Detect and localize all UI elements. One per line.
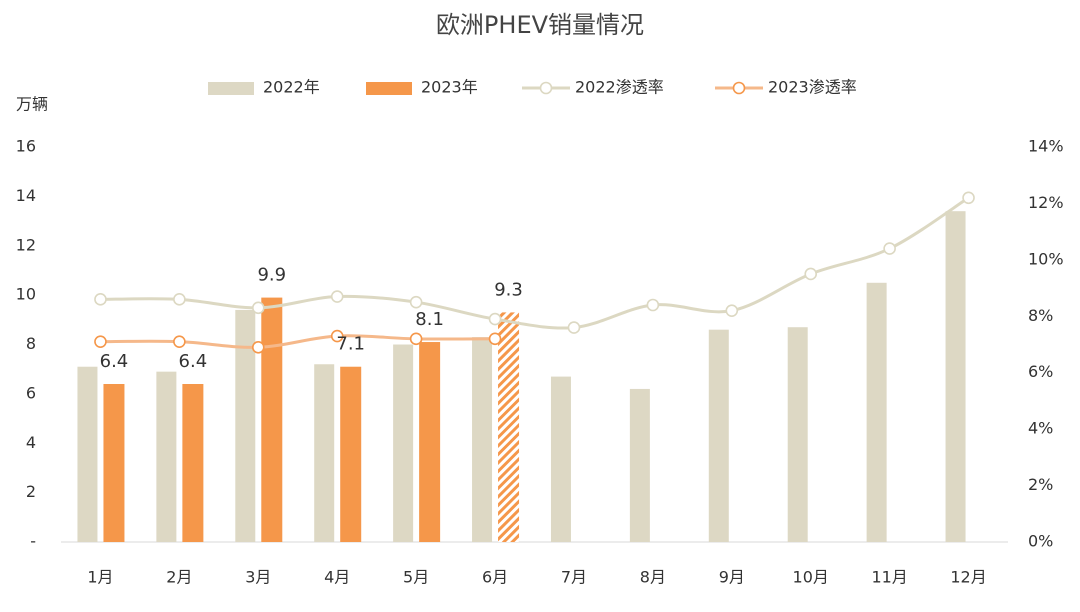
x-tick-label: 6月 [482,568,508,587]
y-tick-label: 12 [16,235,36,254]
bar [498,312,520,542]
x-tick-label: 1月 [87,568,113,587]
x-tick-label: 4月 [324,568,350,587]
line-marker [725,304,739,317]
y2-tick-label: 10% [1028,249,1064,268]
line-marker [488,312,502,326]
legend-swatch [539,81,553,95]
x-tick-label: 3月 [245,568,271,587]
line-marker [883,242,896,255]
data-label: 9.3 [494,279,523,300]
data-label: 8.1 [415,309,444,330]
bar [708,329,729,542]
line-marker [173,335,186,348]
y2-tick-label: 12% [1028,193,1064,212]
bar [235,309,256,542]
line-marker [330,329,344,343]
y2-tick-label: 4% [1028,419,1053,438]
data-label: 6.4 [100,351,129,372]
bar [787,327,808,542]
line-marker [962,191,975,205]
x-tick-label: 11月 [871,568,907,587]
y-tick-label: - [30,532,36,551]
y2-tick-label: 2% [1028,475,1053,494]
data-label: 7.1 [336,334,365,355]
bar [866,282,887,542]
y-axis-label: 万辆 [16,95,48,114]
line-marker [251,301,265,315]
y2-tick-label: 8% [1028,306,1053,325]
bar [77,366,98,542]
line-marker [488,332,502,346]
chart-title: 欧洲PHEV销量情况 [436,11,644,39]
line-marker [409,295,423,309]
bar [182,384,204,542]
y-tick-label: 6 [26,383,36,402]
legend-label: 2022年 [263,78,320,97]
bar [340,366,362,542]
bar [629,388,650,542]
x-tick-label: 2月 [166,568,192,587]
legend-label: 2023年 [421,78,478,97]
x-tick-label: 8月 [640,568,666,587]
line-marker [409,332,423,346]
data-label: 9.9 [257,265,286,286]
y-tick-label: 8 [26,334,36,353]
bar [156,371,177,542]
line-marker [173,293,186,306]
x-tick-label: 5月 [403,568,429,587]
y-tick-label: 4 [26,433,36,452]
y2-tick-label: 6% [1028,362,1053,381]
line-marker [94,293,107,306]
bar [550,376,571,542]
x-tick-label: 10月 [793,568,829,587]
line [100,334,496,349]
y-tick-label: 14 [16,186,36,205]
legend-swatch [366,82,412,95]
line-marker [646,298,660,312]
legend-label: 2023渗透率 [768,78,857,97]
y-tick-label: 2 [26,482,36,501]
line-marker [804,267,818,281]
y-tick-label: 16 [16,137,36,156]
bar [472,337,493,542]
line-marker [330,290,344,303]
data-label: 6.4 [179,351,208,372]
y2-tick-label: 14% [1028,137,1064,156]
line-marker [251,341,265,354]
legend-swatch [208,82,254,95]
bar [103,384,125,542]
y2-tick-label: 0% [1028,532,1053,551]
x-tick-label: 9月 [719,568,745,587]
bar [314,364,335,542]
line [100,196,970,330]
bar [261,297,283,542]
x-tick-label: 12月 [950,568,986,587]
legend-label: 2022渗透率 [575,78,664,97]
bar [393,344,414,542]
y-tick-label: 10 [16,285,36,304]
line-marker [94,335,107,348]
bar [419,342,441,542]
line-marker [567,321,581,334]
bar [945,211,966,542]
x-tick-label: 7月 [561,568,587,587]
legend-swatch [732,81,746,95]
